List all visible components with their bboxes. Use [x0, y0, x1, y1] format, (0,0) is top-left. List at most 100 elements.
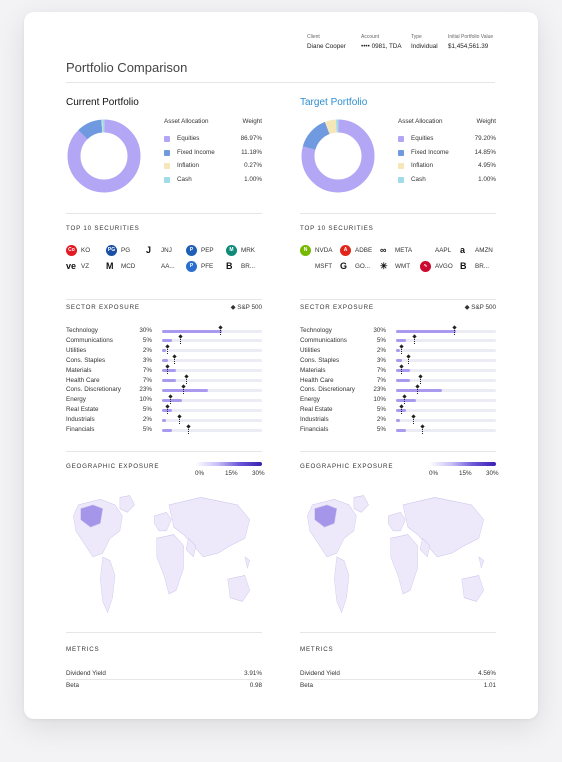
security-ticker[interactable]: NVDA — [315, 247, 333, 254]
map-region[interactable] — [244, 556, 250, 569]
security-ticker[interactable]: AMZN — [475, 247, 493, 254]
map-region[interactable] — [154, 511, 172, 532]
security-ticker[interactable]: PEP — [201, 247, 214, 254]
sector-bar-track — [396, 386, 496, 394]
meta-icon: ∞ — [380, 245, 387, 256]
map-region[interactable] — [402, 497, 484, 558]
sector-percent: 2% — [142, 346, 152, 354]
security-ticker[interactable]: BR... — [241, 263, 255, 270]
map-region[interactable] — [390, 534, 418, 595]
target-portfolio-column: Target Portfolio Asset Allocation Weight Eq… — [300, 12, 499, 719]
sector-bar-track — [396, 416, 496, 424]
map-region[interactable] — [119, 495, 135, 513]
map-region[interactable] — [185, 537, 197, 558]
sector-bar-fill[interactable] — [396, 418, 400, 422]
sector-bar-fill[interactable] — [162, 359, 168, 363]
benchmark-marker — [170, 396, 172, 404]
sector-bar-track — [162, 377, 262, 384]
region-united-states[interactable] — [314, 504, 337, 528]
geo-color-scale — [429, 462, 496, 466]
sector-name: Cons. Discretionary — [300, 386, 355, 394]
sector-bar-fill[interactable] — [162, 379, 176, 382]
map-region[interactable] — [100, 556, 116, 614]
divider — [300, 299, 496, 300]
initial-portfolio-value: $1,454,561.39 — [448, 43, 489, 50]
world-map[interactable] — [300, 490, 496, 620]
security-ticker[interactable]: KO — [81, 247, 91, 254]
security-ticker[interactable]: VZ — [81, 263, 90, 270]
pfizer-icon: P — [186, 261, 197, 272]
sector-bar-fill[interactable] — [396, 349, 400, 353]
security-ticker[interactable]: ADBE — [355, 247, 373, 254]
sector-bar-track — [396, 327, 496, 335]
legend-swatch — [398, 136, 404, 142]
map-region[interactable] — [419, 537, 431, 558]
map-region[interactable] — [156, 534, 184, 595]
security-ticker[interactable]: META — [395, 247, 413, 254]
donut-slice-equities[interactable] — [67, 119, 141, 193]
donut-slice-cash[interactable] — [301, 119, 375, 193]
sector-bar-fill[interactable] — [396, 359, 402, 363]
geo-scale-tick: 0% — [429, 470, 439, 477]
sector-name: Utilities — [66, 346, 87, 354]
broadcom-icon: ∿ — [420, 261, 431, 272]
security-ticker[interactable]: JNJ — [161, 247, 172, 254]
jnj-icon: J — [146, 245, 152, 256]
benchmark-marker — [417, 386, 419, 394]
world-map[interactable] — [66, 490, 262, 620]
divider — [300, 679, 496, 680]
metric-value: 4.56% — [478, 670, 496, 677]
allocation-weight: 4.95% — [478, 162, 496, 169]
map-region[interactable] — [388, 511, 406, 532]
sector-bar-track — [162, 327, 262, 335]
security-ticker[interactable]: PFE — [201, 263, 214, 270]
sector-name: Real Estate — [300, 406, 333, 414]
map-region[interactable] — [353, 495, 369, 513]
sector-bar-fill[interactable] — [162, 418, 166, 422]
sector-name: Health Care — [66, 376, 100, 384]
security-ticker[interactable]: AA... — [161, 263, 175, 270]
sector-bar-fill[interactable] — [396, 329, 456, 333]
allocation-donut — [66, 118, 142, 194]
security-ticker[interactable]: PG — [121, 247, 131, 254]
security-ticker[interactable]: AAPL — [435, 247, 452, 254]
sector-bar-fill[interactable] — [162, 329, 222, 333]
sector-bar-fill[interactable] — [162, 339, 172, 343]
sector-percent: 10% — [373, 396, 386, 404]
sector-percent: 23% — [373, 386, 386, 394]
sector-name: Energy — [300, 396, 320, 404]
sector-bar-fill[interactable] — [396, 379, 410, 382]
benchmark-marker — [401, 347, 403, 355]
brk-icon: B — [460, 261, 467, 272]
benchmark-marker — [404, 396, 406, 404]
security-ticker[interactable]: GO... — [355, 263, 371, 270]
allocation-weight: 1.00% — [478, 175, 496, 183]
map-region[interactable] — [334, 556, 350, 614]
allocation-weight: 79.20% — [474, 135, 496, 142]
sector-percent: 23% — [139, 386, 152, 394]
allocation-label: Inflation — [411, 162, 434, 169]
map-region[interactable] — [168, 497, 250, 558]
sector-bar-fill[interactable] — [162, 428, 172, 432]
sector-percent: 2% — [376, 416, 386, 424]
map-region[interactable] — [461, 575, 484, 602]
sector-bar-fill[interactable] — [396, 428, 406, 432]
donut-slice-cash[interactable] — [67, 119, 141, 193]
region-united-states[interactable] — [80, 504, 103, 528]
security-ticker[interactable]: AVGO — [435, 263, 453, 270]
sector-bar-fill[interactable] — [396, 339, 406, 343]
donut-slice-equities[interactable] — [301, 119, 375, 193]
security-ticker[interactable]: BR... — [475, 263, 489, 270]
sector-bar-fill[interactable] — [162, 349, 166, 353]
map-region[interactable] — [227, 575, 250, 602]
sector-bar-track — [162, 426, 262, 434]
map-region[interactable] — [478, 556, 484, 569]
security-ticker[interactable]: MCD — [121, 263, 136, 270]
security-ticker[interactable]: WMT — [395, 263, 411, 270]
sector-percent: 7% — [376, 376, 386, 384]
benchmark-marker — [186, 377, 188, 384]
metric-label: Dividend Yield — [300, 670, 340, 677]
allocation-label: Fixed Income — [177, 148, 215, 156]
security-ticker[interactable]: MSFT — [315, 263, 333, 270]
security-ticker[interactable]: MRK — [241, 247, 255, 254]
